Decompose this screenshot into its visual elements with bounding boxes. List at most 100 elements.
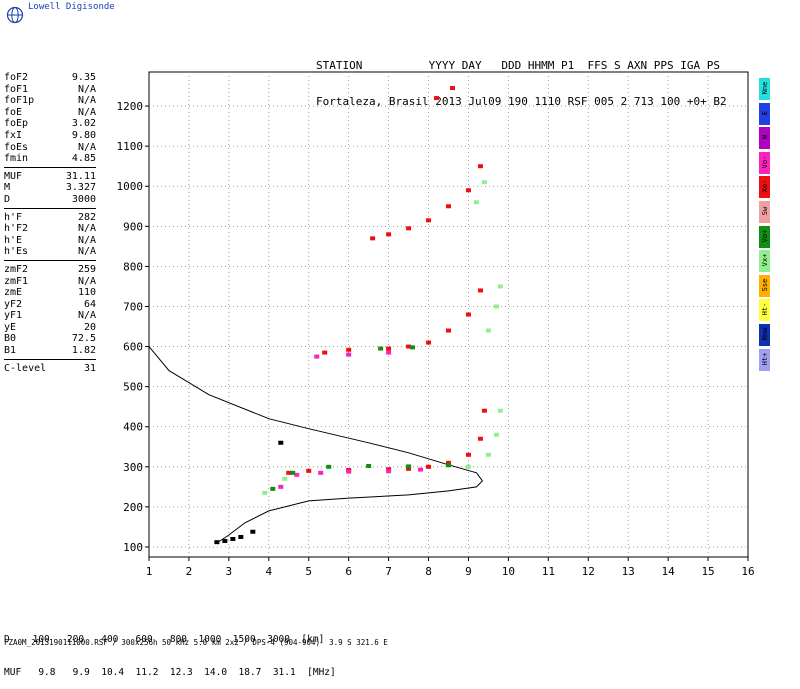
param-name: zmE xyxy=(4,287,23,299)
legend-label: Vo- xyxy=(761,155,769,169)
param-row: h'F2 N/A xyxy=(4,223,96,235)
echo-point xyxy=(485,328,491,333)
param-row: foF1 N/A xyxy=(4,84,96,96)
echo-point xyxy=(477,436,483,441)
param-value: 31.11 xyxy=(65,170,96,182)
legend-swatch: Xo- xyxy=(759,176,770,199)
legend-swatch: E xyxy=(759,102,770,125)
param-value: N/A xyxy=(77,275,96,287)
echo-point xyxy=(477,288,483,293)
echo-point xyxy=(230,536,236,541)
param-row: MUF 31.11 xyxy=(4,171,96,183)
param-row: C-level 31 xyxy=(4,363,96,375)
param-row: fmin 4.85 xyxy=(4,153,96,165)
y-tick-label: 1000 xyxy=(117,180,144,193)
param-name: zmF2 xyxy=(4,263,29,275)
legend-swatch: Vo- xyxy=(759,151,770,174)
muf-table: D 100 200 400 600 800 1000 1500 3000 [km… xyxy=(4,612,336,689)
param-value: 3.02 xyxy=(71,118,96,130)
legend-label: W xyxy=(761,135,769,140)
param-row: h'Es N/A xyxy=(4,246,96,258)
parameter-panel: foF2 9.35 foF1 N/A foF1p N/A foE N/A foEp 3.02 fxI… xyxy=(4,72,96,374)
echo-point xyxy=(314,354,320,359)
param-row: M 3.327 xyxy=(4,182,96,194)
legend-swatch: Ht+ xyxy=(759,348,770,371)
param-name: B0 xyxy=(4,333,17,345)
param-value: N/A xyxy=(77,246,96,258)
legend-swatch: Sse xyxy=(759,274,770,297)
echo-point xyxy=(378,346,384,351)
y-tick-label: 100 xyxy=(123,541,143,554)
x-tick-label: 4 xyxy=(265,565,272,578)
param-name: foF2 xyxy=(4,72,29,83)
param-value: 259 xyxy=(77,263,96,275)
legend-label: Sse xyxy=(761,278,769,292)
echo-point xyxy=(278,440,284,445)
param-separator xyxy=(4,166,96,168)
echo-point xyxy=(418,467,424,472)
param-value: 3.327 xyxy=(65,182,96,194)
ionogram-chart: 1 2 3 4 5 6 7 8 9 10 11 12 13 14 15 1610020030040050060… xyxy=(117,71,755,578)
param-value: 4.85 xyxy=(71,153,96,165)
y-tick-label: 800 xyxy=(123,260,143,273)
param-value: N/A xyxy=(77,234,96,246)
legend-swatch: Nnw xyxy=(759,323,770,346)
legend-label: Vo+ xyxy=(761,229,769,242)
echo-point xyxy=(406,464,412,469)
legend-swatch: Vx+ xyxy=(759,250,770,273)
echo-point xyxy=(370,236,376,241)
param-value: 3000 xyxy=(71,193,96,205)
echo-point xyxy=(322,350,328,355)
param-value: N/A xyxy=(77,83,96,95)
param-row: yF1 N/A xyxy=(4,310,96,322)
muf-value-row: MUF 9.8 9.9 10.4 11.2 12.3 14.0 18.7 31.… xyxy=(4,667,336,678)
param-row: foF2 9.35 xyxy=(4,72,96,84)
param-value: 1.82 xyxy=(71,345,96,357)
param-name: foE xyxy=(4,106,23,118)
echo-point xyxy=(386,469,392,474)
echo-point xyxy=(282,476,288,481)
logo-text: Lowell Digisonde xyxy=(28,2,115,12)
param-separator xyxy=(4,358,96,360)
param-value: 64 xyxy=(83,298,96,310)
echo-point xyxy=(346,347,352,352)
param-name: M xyxy=(4,182,11,194)
legend-label: Xo- xyxy=(761,180,769,193)
echo-point xyxy=(493,304,499,309)
echo-point xyxy=(446,460,451,465)
echo-point xyxy=(465,464,471,469)
param-value: 72.5 xyxy=(71,333,96,345)
echo-point xyxy=(286,470,292,475)
legend-swatch: Ht- xyxy=(759,299,770,322)
echo-point xyxy=(306,468,312,473)
echo-point xyxy=(410,345,416,350)
param-value: N/A xyxy=(77,223,96,235)
y-tick-label: 500 xyxy=(123,381,143,394)
echo-point xyxy=(406,226,412,231)
echo-point xyxy=(485,452,491,457)
param-value: 31 xyxy=(83,362,96,374)
legend-label: Nne xyxy=(761,81,769,95)
x-tick-label: 7 xyxy=(385,565,392,578)
x-tick-label: 12 xyxy=(582,565,595,578)
echo-point xyxy=(481,408,487,413)
param-row: zmE 110 xyxy=(4,287,96,299)
param-separator xyxy=(4,259,96,261)
echo-point xyxy=(465,452,471,457)
x-tick-label: 6 xyxy=(345,565,352,578)
param-name: B1 xyxy=(4,345,17,357)
x-tick-label: 10 xyxy=(502,565,515,578)
x-tick-label: 3 xyxy=(226,565,233,578)
echo-point xyxy=(477,164,483,169)
param-name: h'F xyxy=(4,211,23,223)
echo-point xyxy=(386,467,392,472)
legend-label: Ht- xyxy=(761,303,769,316)
param-name: zmF1 xyxy=(4,275,29,287)
x-tick-label: 1 xyxy=(146,565,153,578)
x-tick-label: 2 xyxy=(186,565,193,578)
legend-label: Vx+ xyxy=(761,253,769,267)
param-value: 9.35 xyxy=(71,72,96,83)
y-tick-label: 700 xyxy=(123,300,143,313)
legend-label: Nnw xyxy=(761,327,769,341)
echo-point xyxy=(346,352,352,357)
